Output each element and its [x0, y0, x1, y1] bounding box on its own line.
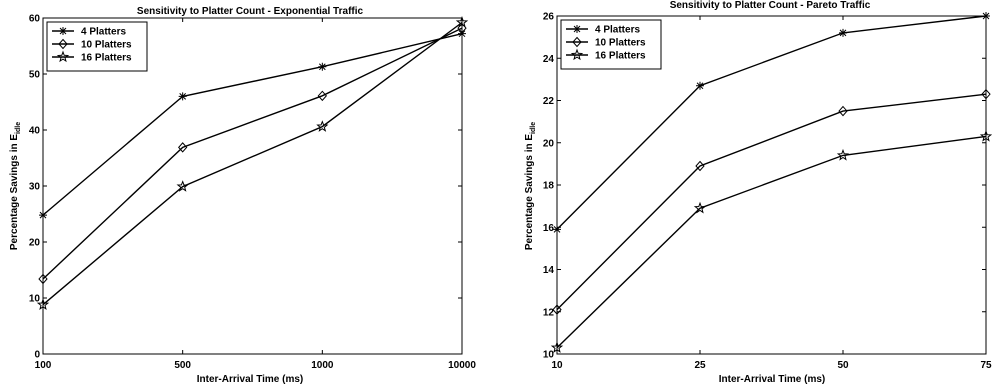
legend-marker — [573, 25, 581, 33]
x-tick-label: 1000 — [311, 360, 334, 371]
data-point — [836, 148, 850, 161]
data-point — [177, 142, 188, 153]
data-point — [696, 81, 704, 90]
x-tick-label: 100 — [35, 360, 52, 371]
data-point — [553, 225, 561, 234]
series-line — [556, 15, 987, 230]
y-tick-label: 24 — [543, 54, 555, 65]
y-axis-label: Percentage Savings in Eidle — [9, 122, 22, 250]
legend-box — [560, 19, 662, 70]
data-point — [550, 341, 564, 353]
chart-exponential-traffic: Sensitivity to Platter Count - Exponenti… — [9, 6, 476, 385]
legend-label: 4 Platters — [595, 25, 640, 36]
data-point — [981, 88, 991, 100]
legend-marker — [572, 36, 582, 48]
y-tick-label: 20 — [543, 138, 555, 149]
y-tick-label: 26 — [543, 12, 555, 23]
data-point — [455, 16, 469, 28]
data-point — [39, 211, 47, 220]
y-axis-label-subscript: idle — [530, 122, 537, 134]
data-point — [178, 92, 187, 101]
y-tick-label: 0 — [34, 350, 40, 361]
legend-label: 16 Platters — [81, 53, 132, 64]
series-line — [42, 21, 463, 306]
y-tick-label: 50 — [29, 70, 41, 81]
y-tick-label: 60 — [29, 14, 41, 25]
y-tick-label: 14 — [543, 265, 555, 276]
series-line — [556, 135, 987, 349]
y-tick-label: 18 — [543, 181, 555, 192]
data-point — [38, 273, 48, 285]
data-point — [552, 304, 562, 315]
y-tick-label: 40 — [29, 126, 41, 137]
series-line — [556, 93, 987, 311]
x-tick-label: 50 — [837, 360, 849, 371]
data-point — [176, 180, 189, 192]
y-tick-label: 30 — [29, 182, 41, 193]
x-tick-label: 500 — [174, 360, 191, 371]
data-point — [316, 120, 329, 132]
chart-title: Sensitivity to Platter Count - Exponenti… — [137, 6, 364, 17]
legend-label: 4 Platters — [81, 27, 126, 38]
chart-pareto-traffic: Sensitivity to Platter Count - Pareto Tr… — [524, 0, 992, 385]
x-tick-label: 25 — [694, 360, 706, 371]
y-tick-label: 10 — [29, 294, 41, 305]
data-point — [693, 201, 707, 214]
x-tick-label: 10 — [551, 360, 563, 371]
data-point — [982, 12, 990, 20]
legend-label: 10 Platters — [595, 38, 646, 49]
y-axis-label-subscript: idle — [15, 122, 22, 134]
y-tick-label: 12 — [543, 307, 555, 318]
x-axis-label: Inter-Arrival Time (ms) — [719, 374, 826, 385]
data-point — [695, 160, 705, 172]
legend-marker — [56, 50, 70, 63]
data-point — [458, 29, 466, 38]
y-axis-label-main: Percentage Savings in E — [9, 134, 20, 250]
x-tick-label: 75 — [980, 360, 992, 371]
y-tick-label: 10 — [543, 350, 555, 361]
y-axis-label-main: Percentage Savings in E — [524, 134, 535, 250]
legend-marker — [570, 48, 584, 61]
y-axis-label: Percentage Savings in Eidle — [524, 122, 537, 250]
data-point — [979, 129, 992, 142]
x-tick-label: 10000 — [448, 360, 476, 371]
series-line — [42, 33, 463, 216]
series-line — [42, 27, 463, 280]
legend-label: 16 Platters — [595, 51, 646, 62]
x-axis-label: Inter-Arrival Time (ms) — [197, 374, 304, 385]
legend-marker — [58, 38, 68, 50]
y-tick-label: 22 — [543, 96, 555, 107]
data-point — [317, 90, 328, 102]
data-point — [36, 298, 50, 310]
data-point — [838, 105, 848, 117]
data-point — [318, 62, 327, 71]
legend-marker — [59, 27, 67, 35]
data-point — [839, 28, 847, 37]
y-tick-label: 20 — [29, 238, 41, 249]
y-tick-label: 16 — [543, 223, 555, 234]
chart-title: Sensitivity to Platter Count - Pareto Tr… — [670, 0, 871, 11]
legend-label: 10 Platters — [81, 40, 132, 51]
